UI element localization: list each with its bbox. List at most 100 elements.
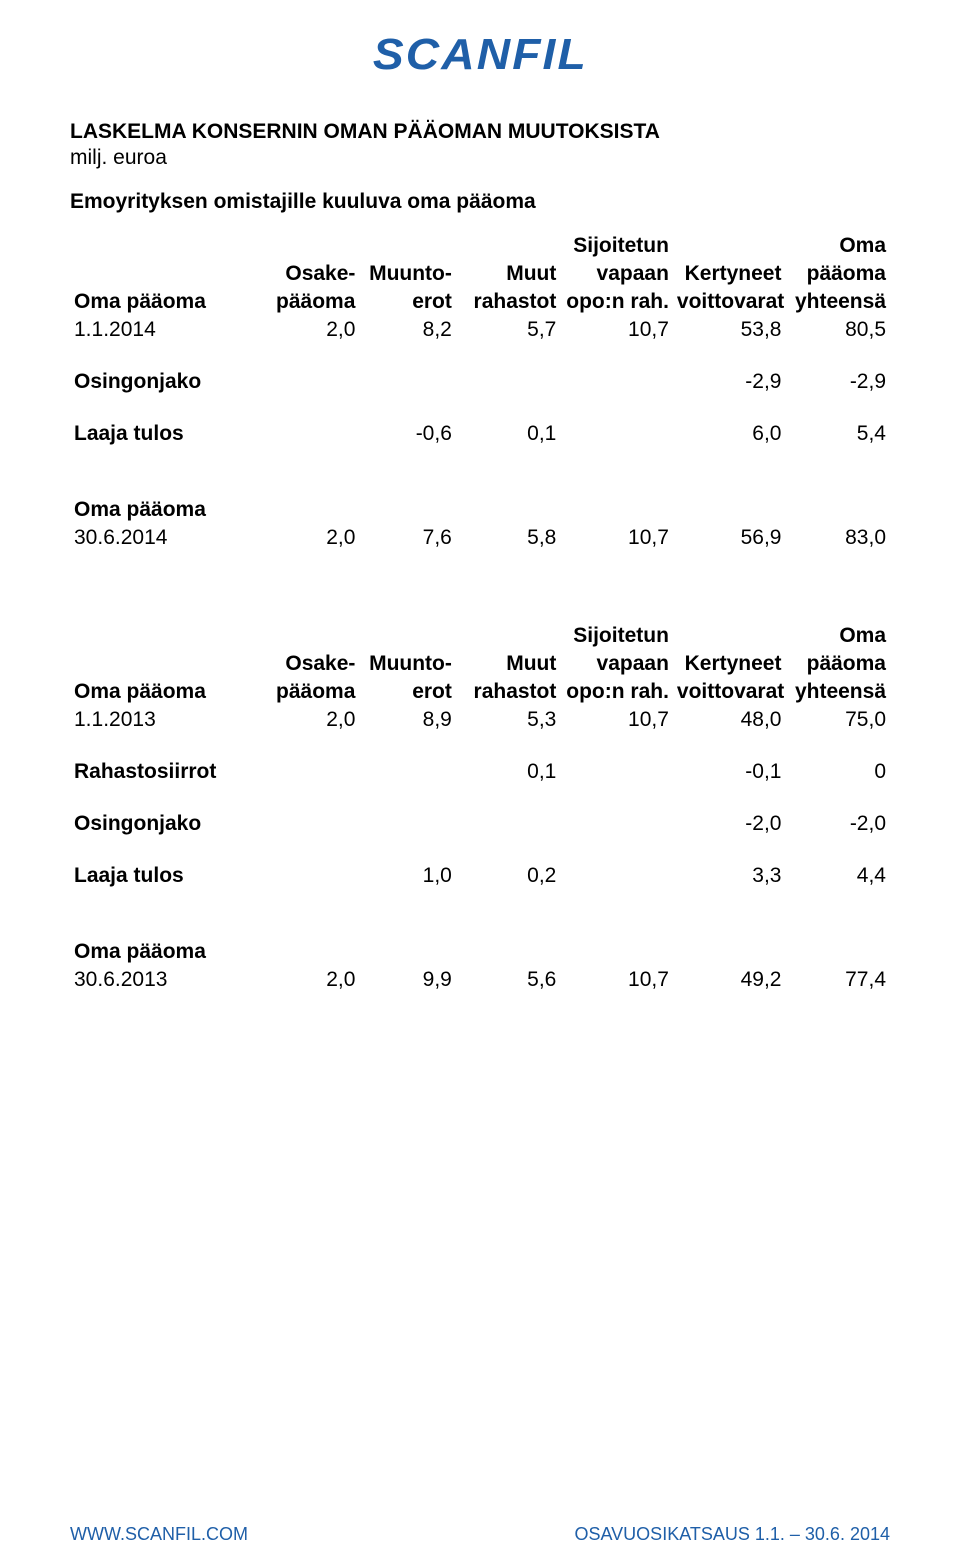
- cell: 10,7: [560, 966, 673, 994]
- col-header: voittovarat: [673, 678, 786, 706]
- table-row: Osingonjako -2,9 -2,9: [70, 368, 890, 396]
- cell: -2,9: [785, 368, 890, 396]
- col-header: Muunto-: [359, 260, 455, 288]
- col-header: pääoma: [785, 260, 890, 288]
- table-row: Osingonjako -2,0 -2,0: [70, 810, 890, 838]
- cell: [456, 368, 561, 396]
- col-header: rahastot: [456, 678, 561, 706]
- cell: 6,0: [673, 420, 786, 448]
- header-row-2: Osake- Muunto- Muut vapaan Kertyneet pää…: [70, 260, 890, 288]
- cell: [359, 758, 455, 786]
- col-header: rahastot: [456, 288, 561, 316]
- col-header: vapaan: [560, 650, 673, 678]
- col-header: pääoma: [263, 678, 359, 706]
- table-row: 1.1.2014 2,0 8,2 5,7 10,7 53,8 80,5: [70, 316, 890, 344]
- cell: [560, 420, 673, 448]
- cell: [263, 862, 359, 890]
- brand-logo: SCANFIL: [373, 30, 588, 80]
- cell: [560, 758, 673, 786]
- cell: 2,0: [263, 524, 359, 552]
- header-row-2: Osake- Muunto- Muut vapaan Kertyneet pää…: [70, 650, 890, 678]
- cell: 2,0: [263, 966, 359, 994]
- section-heading: Emoyrityksen omistajille kuuluva oma pää…: [70, 190, 890, 214]
- cell: 80,5: [785, 316, 890, 344]
- cell: 5,4: [785, 420, 890, 448]
- cell: [263, 758, 359, 786]
- cell: -2,0: [673, 810, 786, 838]
- cell: 75,0: [785, 706, 890, 734]
- cell: [263, 420, 359, 448]
- header-row-1: Sijoitetun Oma: [70, 622, 890, 650]
- cell: 49,2: [673, 966, 786, 994]
- col-header: yhteensä: [785, 678, 890, 706]
- col-header: Muunto-: [359, 650, 455, 678]
- col-header: vapaan: [560, 260, 673, 288]
- col-header: opo:n rah.: [560, 288, 673, 316]
- cell: -0,6: [359, 420, 455, 448]
- header-row-3: Oma pääoma pääoma erot rahastot opo:n ra…: [70, 288, 890, 316]
- col-header: Muut: [456, 650, 561, 678]
- cell: [560, 810, 673, 838]
- table-row: 30.6.2013 2,0 9,9 5,6 10,7 49,2 77,4: [70, 966, 890, 994]
- equity-table-2014: Sijoitetun Oma Osake- Muunto- Muut vapaa…: [70, 232, 890, 552]
- cell: 8,2: [359, 316, 455, 344]
- table-row: Laaja tulos -0,6 0,1 6,0 5,4: [70, 420, 890, 448]
- col-header: opo:n rah.: [560, 678, 673, 706]
- cell: 5,7: [456, 316, 561, 344]
- page-subtitle: milj. euroa: [70, 146, 890, 170]
- document-page: SCANFIL LASKELMA KONSERNIN OMAN PÄÄOMAN …: [0, 0, 960, 1565]
- cell: 83,0: [785, 524, 890, 552]
- col-header: Oma: [785, 622, 890, 650]
- col-header: Osake-: [263, 260, 359, 288]
- table-row: 1.1.2013 2,0 8,9 5,3 10,7 48,0 75,0: [70, 706, 890, 734]
- closing-equity-label: Oma pääoma: [70, 496, 263, 524]
- cell: 8,9: [359, 706, 455, 734]
- opening-equity-label: Oma pääoma: [70, 678, 263, 706]
- row-date: 1.1.2014: [70, 316, 263, 344]
- cell: [359, 810, 455, 838]
- cell: 1,0: [359, 862, 455, 890]
- cell: 53,8: [673, 316, 786, 344]
- col-header: Oma: [785, 232, 890, 260]
- comprehensive-income-label: Laaja tulos: [70, 862, 263, 890]
- col-header: Kertyneet: [673, 260, 786, 288]
- cell: 9,9: [359, 966, 455, 994]
- row-date: 1.1.2013: [70, 706, 263, 734]
- col-header: pääoma: [785, 650, 890, 678]
- cell: 0,1: [456, 758, 561, 786]
- col-header: Sijoitetun: [560, 622, 673, 650]
- footer-left: WWW.SCANFIL.COM: [70, 1524, 248, 1545]
- col-header: Muut: [456, 260, 561, 288]
- col-header: Osake-: [263, 650, 359, 678]
- cell: 48,0: [673, 706, 786, 734]
- dividend-label: Osingonjako: [70, 368, 263, 396]
- header-row-3: Oma pääoma pääoma erot rahastot opo:n ra…: [70, 678, 890, 706]
- col-header: voittovarat: [673, 288, 786, 316]
- logo-row: SCANFIL: [70, 30, 890, 80]
- cell: 10,7: [560, 316, 673, 344]
- col-header: pääoma: [263, 288, 359, 316]
- col-header: erot: [359, 288, 455, 316]
- cell: [263, 810, 359, 838]
- row-date: 30.6.2014: [70, 524, 263, 552]
- dividend-label: Osingonjako: [70, 810, 263, 838]
- cell: [263, 368, 359, 396]
- table-row: Laaja tulos 1,0 0,2 3,3 4,4: [70, 862, 890, 890]
- footer-right: OSAVUOSIKATSAUS 1.1. – 30.6. 2014: [575, 1524, 891, 1545]
- comprehensive-income-label: Laaja tulos: [70, 420, 263, 448]
- cell: -0,1: [673, 758, 786, 786]
- col-header: Kertyneet: [673, 650, 786, 678]
- cell: 7,6: [359, 524, 455, 552]
- cell: -2,0: [785, 810, 890, 838]
- cell: -2,9: [673, 368, 786, 396]
- fund-transfers-label: Rahastosiirrot: [70, 758, 263, 786]
- table-row: 30.6.2014 2,0 7,6 5,8 10,7 56,9 83,0: [70, 524, 890, 552]
- cell: 2,0: [263, 316, 359, 344]
- cell: 3,3: [673, 862, 786, 890]
- cell: [359, 368, 455, 396]
- cell: [560, 368, 673, 396]
- cell: 10,7: [560, 524, 673, 552]
- col-header: yhteensä: [785, 288, 890, 316]
- row-date: 30.6.2013: [70, 966, 263, 994]
- table-row: Oma pääoma: [70, 938, 890, 966]
